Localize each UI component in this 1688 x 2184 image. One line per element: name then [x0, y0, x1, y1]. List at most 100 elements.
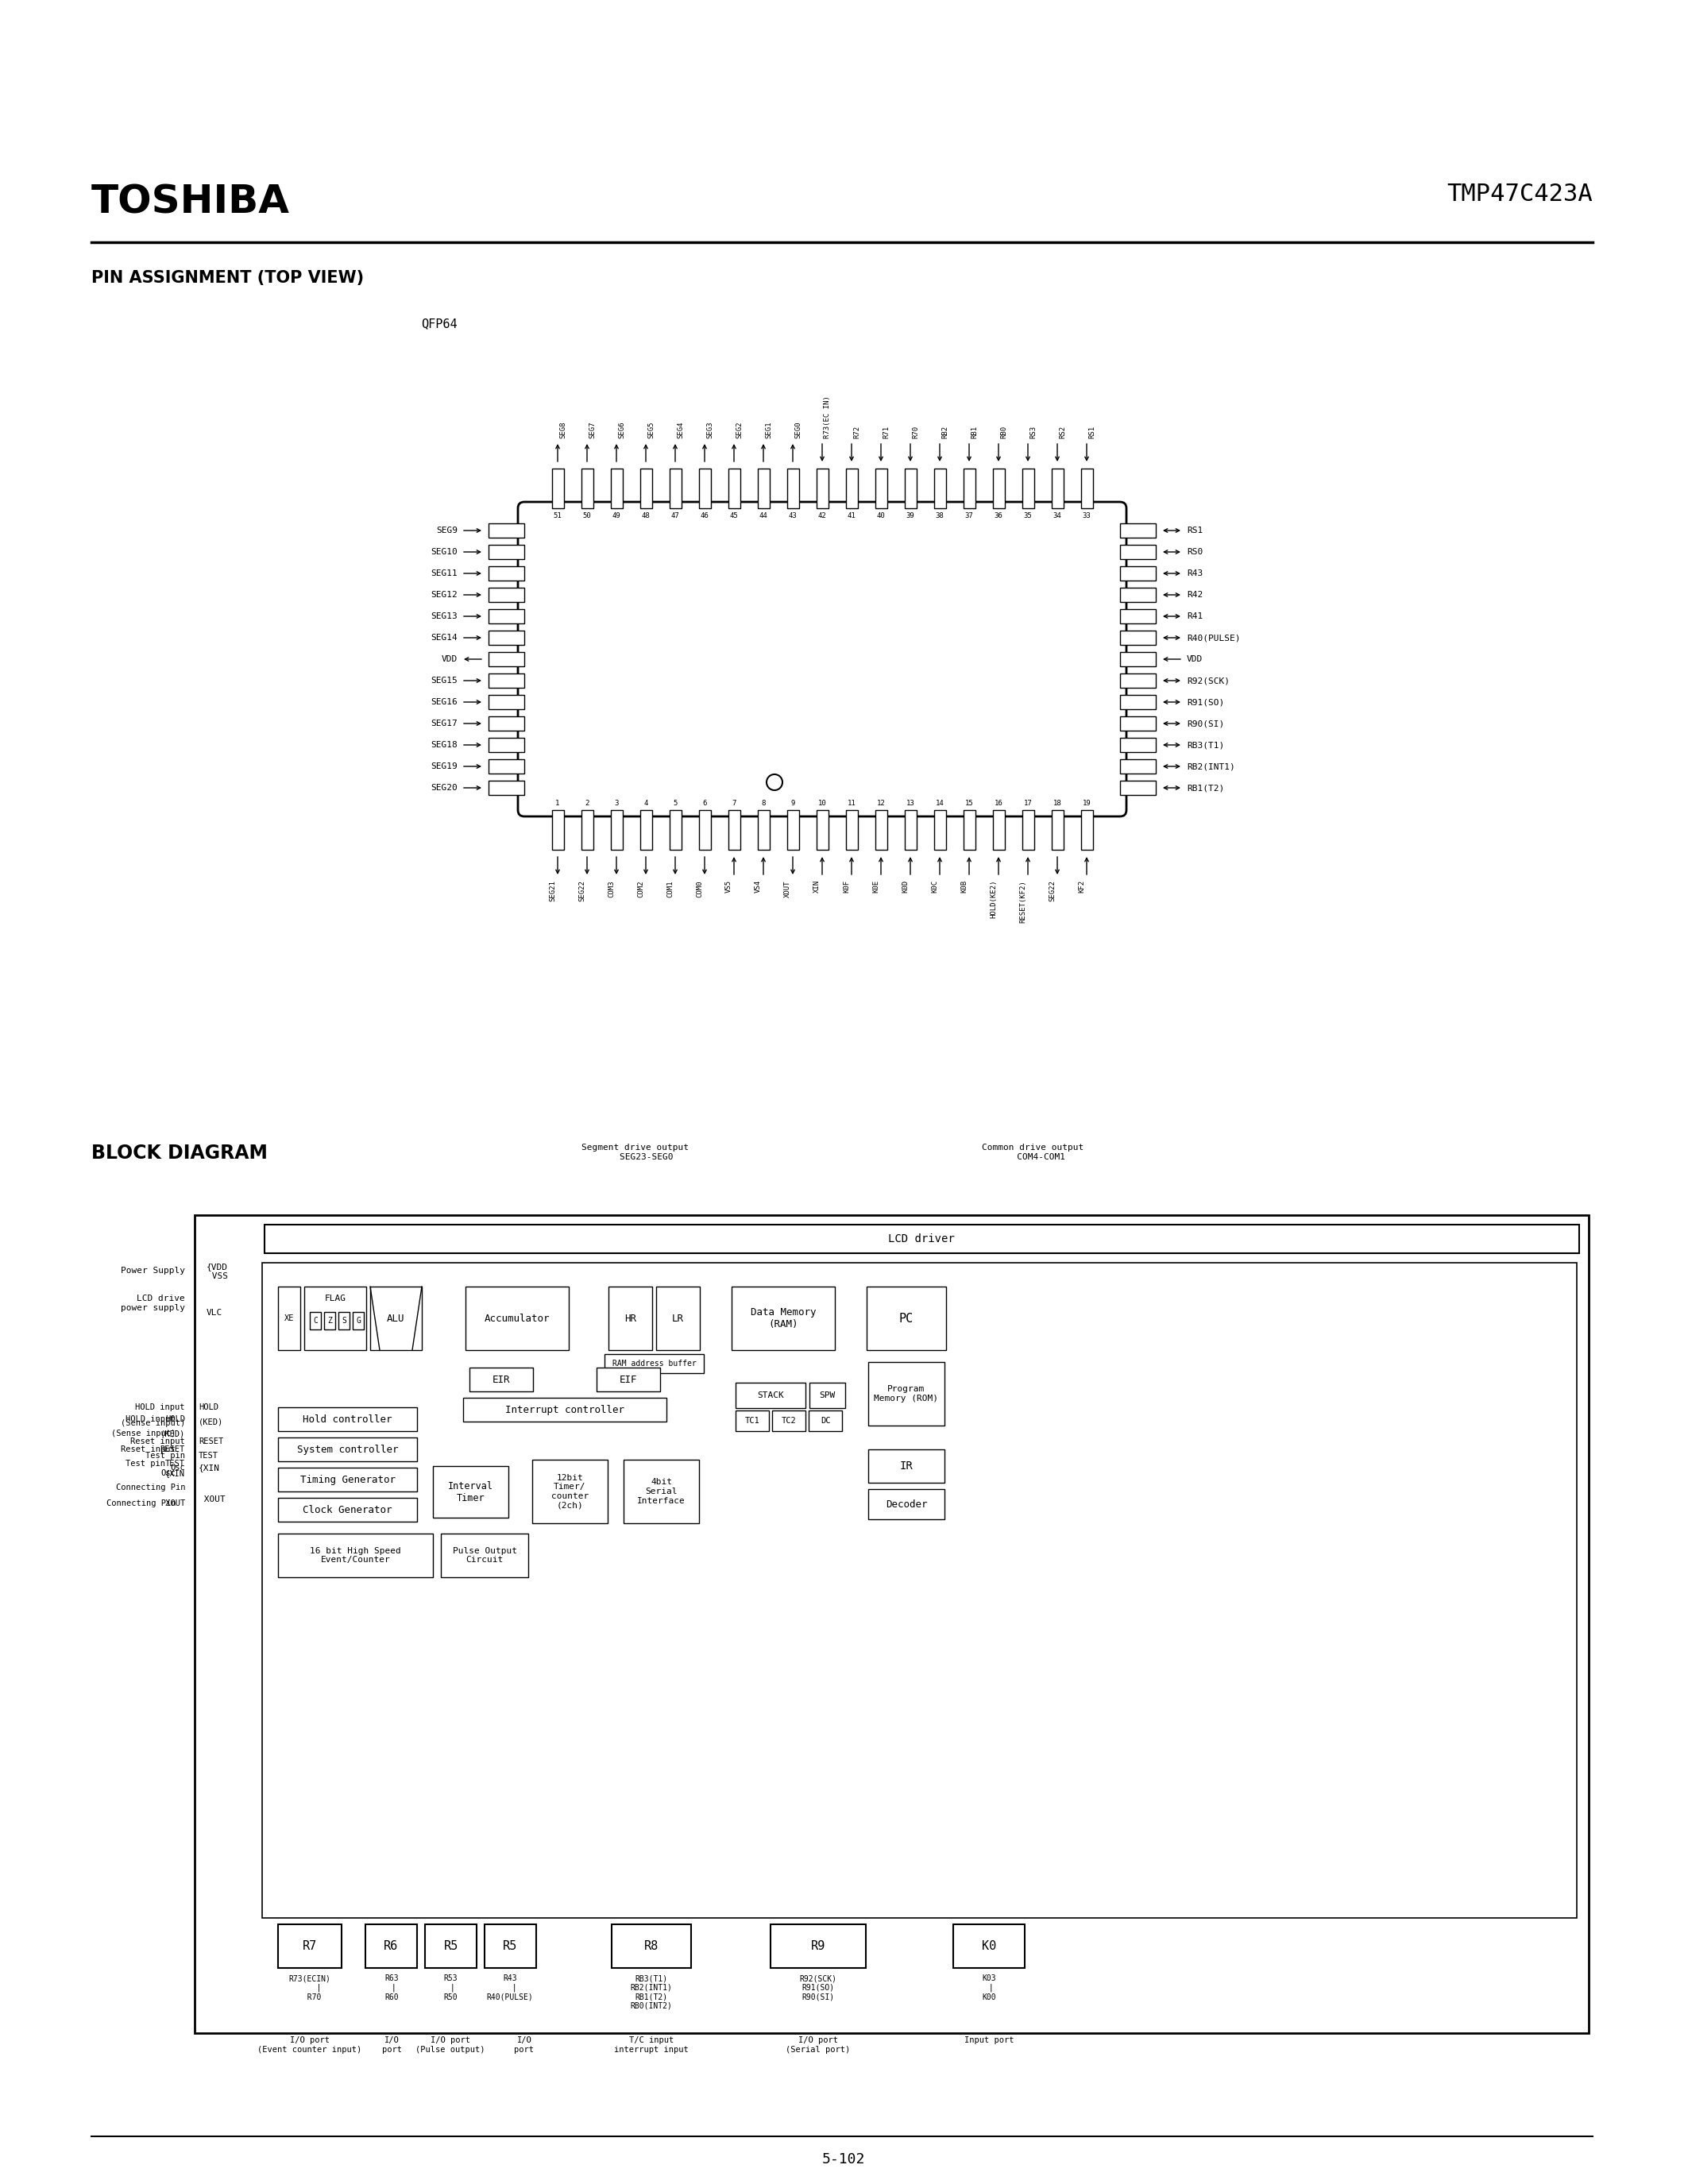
- Text: 50: 50: [582, 513, 591, 520]
- Bar: [640, 470, 652, 509]
- Text: 6: 6: [702, 799, 707, 806]
- Bar: [262, 1262, 1577, 1918]
- Text: 15: 15: [966, 799, 974, 806]
- Bar: [1121, 609, 1156, 622]
- Bar: [758, 810, 770, 850]
- Text: K0E: K0E: [873, 880, 879, 893]
- Bar: [469, 1367, 533, 1391]
- Text: I/O port
(Serial port): I/O port (Serial port): [787, 2035, 851, 2053]
- Text: 43: 43: [788, 513, 797, 520]
- Text: TEST: TEST: [165, 1459, 186, 1468]
- Bar: [353, 1313, 365, 1330]
- Text: (KED): (KED): [199, 1417, 223, 1426]
- Text: 12: 12: [876, 799, 885, 806]
- Text: K03
 |
K00: K03 | K00: [982, 1974, 996, 2001]
- Text: RAM address buffer: RAM address buffer: [613, 1361, 695, 1367]
- Text: 31: 31: [1133, 548, 1143, 557]
- Text: VLC: VLC: [206, 1308, 223, 1317]
- Bar: [787, 470, 798, 509]
- Text: FLAG: FLAG: [324, 1295, 346, 1302]
- Text: 22: 22: [1133, 740, 1143, 749]
- Bar: [731, 1286, 836, 1350]
- Text: EIR: EIR: [493, 1374, 510, 1385]
- Bar: [324, 1313, 336, 1330]
- Text: XOUT: XOUT: [783, 880, 792, 898]
- Text: R92(SCK)
R91(SO)
R90(SI): R92(SCK) R91(SO) R90(SI): [800, 1974, 837, 2001]
- Text: 53: 53: [501, 548, 511, 557]
- Text: 27: 27: [1133, 633, 1143, 642]
- Text: R9: R9: [810, 1939, 825, 1952]
- Text: R5: R5: [444, 1939, 457, 1952]
- Bar: [1121, 566, 1156, 581]
- Text: 42: 42: [819, 513, 827, 520]
- Text: TEST: TEST: [199, 1452, 218, 1459]
- Text: 13: 13: [906, 799, 915, 806]
- Text: R73(EC IN): R73(EC IN): [824, 395, 830, 439]
- Text: SEG11: SEG11: [430, 570, 457, 577]
- Text: I/O port
(Event counter input): I/O port (Event counter input): [258, 2035, 361, 2053]
- Text: XE: XE: [284, 1315, 294, 1321]
- Bar: [846, 810, 858, 850]
- Text: 10: 10: [819, 799, 827, 806]
- Bar: [817, 810, 829, 850]
- Text: I/O
port: I/O port: [381, 2035, 402, 2053]
- Text: 7: 7: [733, 799, 736, 806]
- Text: (Sense input): (Sense input): [120, 1420, 186, 1426]
- Bar: [736, 1411, 770, 1431]
- Text: LCD driver: LCD driver: [888, 1234, 955, 1245]
- Bar: [728, 810, 739, 850]
- Text: 28: 28: [1133, 612, 1143, 620]
- Text: T/C input
interrupt input: T/C input interrupt input: [614, 2035, 689, 2053]
- Bar: [279, 1498, 417, 1522]
- Text: 16: 16: [994, 799, 1003, 806]
- Text: 52: 52: [501, 526, 511, 535]
- Text: 34: 34: [1053, 513, 1062, 520]
- Text: QFP64: QFP64: [420, 317, 457, 330]
- Text: R53
 |
R50: R53 | R50: [444, 1974, 457, 2001]
- Bar: [279, 1437, 417, 1461]
- Text: S: S: [341, 1317, 346, 1326]
- Bar: [905, 470, 917, 509]
- Text: 29: 29: [1133, 592, 1143, 598]
- Text: SEG3: SEG3: [706, 422, 714, 439]
- Text: SEG22: SEG22: [579, 880, 586, 902]
- Text: (KED): (KED): [160, 1431, 186, 1437]
- Text: R71: R71: [883, 426, 890, 439]
- Text: Reset input: Reset input: [122, 1446, 176, 1452]
- Text: 5-102: 5-102: [822, 2151, 866, 2167]
- Text: Common drive output
   COM4-COM1: Common drive output COM4-COM1: [982, 1144, 1084, 1160]
- Bar: [311, 1313, 321, 1330]
- Bar: [699, 810, 711, 850]
- Bar: [425, 1924, 476, 1968]
- Text: 17: 17: [1023, 799, 1031, 806]
- Bar: [758, 470, 770, 509]
- Text: C: C: [312, 1317, 317, 1326]
- Text: SEG9: SEG9: [436, 526, 457, 535]
- Text: 49: 49: [613, 513, 621, 520]
- Text: R91(SO): R91(SO): [1187, 699, 1224, 705]
- Text: 48: 48: [641, 513, 650, 520]
- Text: 38: 38: [935, 513, 944, 520]
- Bar: [484, 1924, 537, 1968]
- Text: R5: R5: [503, 1939, 518, 1952]
- Bar: [581, 810, 592, 850]
- Text: R73(ECIN)
    |
  R70: R73(ECIN) | R70: [289, 1974, 331, 2001]
- Bar: [488, 653, 525, 666]
- Bar: [954, 1924, 1025, 1968]
- Text: 32: 32: [1133, 526, 1143, 535]
- Bar: [1121, 738, 1156, 751]
- Text: RS3: RS3: [1030, 426, 1036, 439]
- Text: R42: R42: [1187, 592, 1204, 598]
- Text: SEG18: SEG18: [430, 740, 457, 749]
- Text: K0C: K0C: [932, 880, 939, 893]
- Bar: [1121, 673, 1156, 688]
- Bar: [771, 1411, 805, 1431]
- Bar: [488, 780, 525, 795]
- Text: STACK: STACK: [758, 1391, 783, 1400]
- Bar: [1080, 810, 1092, 850]
- Text: VS4: VS4: [755, 880, 761, 893]
- Text: RB0: RB0: [999, 426, 1008, 439]
- Text: EIF: EIF: [619, 1374, 638, 1385]
- Bar: [488, 609, 525, 622]
- Bar: [488, 566, 525, 581]
